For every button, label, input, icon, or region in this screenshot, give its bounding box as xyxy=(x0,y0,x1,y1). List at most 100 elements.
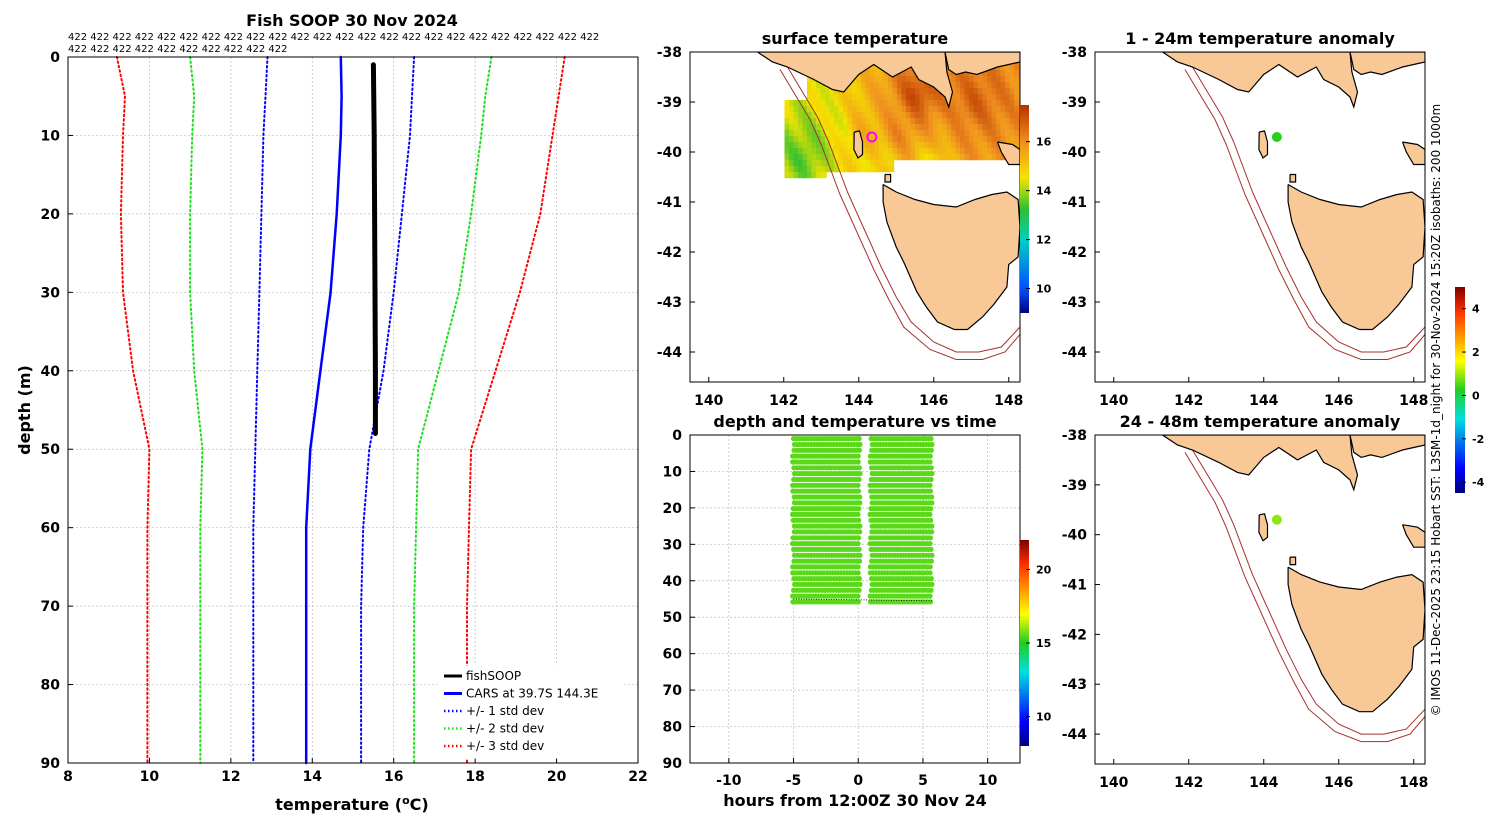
sst-cell xyxy=(798,118,805,125)
sst-cell xyxy=(811,136,818,143)
sst-cell xyxy=(784,160,791,167)
sst-cell xyxy=(793,118,800,125)
time-data-point xyxy=(928,517,934,523)
time-data-point xyxy=(929,552,935,558)
sst-cell xyxy=(865,160,872,167)
sst-cell xyxy=(843,160,850,167)
sst-cell xyxy=(991,106,998,113)
anomaly-24-48-y-ticks: -38 -39 -40 -41 -42 -43 -44 xyxy=(1062,428,1100,743)
sst-cell xyxy=(991,94,998,101)
time-x-tick-label: -5 xyxy=(786,773,802,789)
sst-cell xyxy=(919,106,926,113)
sst-cell xyxy=(843,100,850,107)
sst-cell xyxy=(883,106,890,113)
sst-cell xyxy=(969,130,976,137)
time-y-tick-label: 50 xyxy=(663,610,683,626)
sst-cell xyxy=(784,118,791,125)
sst-cell xyxy=(978,112,985,119)
sst-cell xyxy=(906,112,913,119)
sst-cell xyxy=(964,136,971,143)
sst-cell xyxy=(924,82,931,89)
sst-cell xyxy=(987,148,994,155)
map-x-tick-label: 148 xyxy=(1399,775,1428,791)
sst-cell xyxy=(933,130,940,137)
sst-cell xyxy=(1014,106,1020,113)
time-data-point xyxy=(928,546,934,553)
sst-cell xyxy=(816,148,823,155)
sst-cell xyxy=(915,136,922,143)
sst-cell xyxy=(870,106,877,113)
sst-cell xyxy=(906,124,913,131)
sst-cell xyxy=(978,154,985,161)
sst-cell xyxy=(969,112,976,119)
sst-cell xyxy=(816,154,823,161)
sst-cell xyxy=(856,160,863,167)
sst-cell xyxy=(883,88,890,95)
sst-cell xyxy=(1009,100,1016,107)
time-data-point xyxy=(856,587,862,593)
colorbar-tick-label: 12 xyxy=(1036,234,1051,247)
profile-x-tick-label: 12 xyxy=(221,769,240,785)
sst-cell xyxy=(838,94,845,101)
sst-cell xyxy=(825,136,832,143)
sst-cell xyxy=(960,106,967,113)
sst-cell xyxy=(1000,124,1007,131)
sst-cell xyxy=(807,160,814,167)
sst-cell xyxy=(1018,82,1020,89)
map-x-tick-label: 144 xyxy=(1249,775,1278,791)
sst-cell xyxy=(982,154,989,161)
sst-cell xyxy=(852,112,859,119)
sst-cell xyxy=(789,118,796,125)
sst-cell xyxy=(847,154,854,161)
sst-cell xyxy=(852,118,859,125)
sst-cell xyxy=(861,124,868,131)
sst-cell xyxy=(915,112,922,119)
sst-cell xyxy=(946,136,953,143)
sst-cell xyxy=(906,100,913,107)
sst-cell xyxy=(820,154,827,161)
sst-cell xyxy=(852,100,859,107)
time-y-tick-label: 40 xyxy=(663,574,683,590)
sst-cell xyxy=(978,142,985,149)
sst-cell xyxy=(924,148,931,155)
profile-y-tick-label: 10 xyxy=(41,128,61,144)
sst-cell xyxy=(811,100,818,107)
map-x-tick-label: 140 xyxy=(1099,775,1128,791)
sst-cell xyxy=(843,154,850,161)
sst-cell xyxy=(915,148,922,155)
sst-cell xyxy=(951,76,958,83)
sst-cell xyxy=(861,100,868,107)
sst-cell xyxy=(847,112,854,119)
sst-cell xyxy=(1005,100,1012,107)
sst-cell xyxy=(807,82,814,89)
sst-cell xyxy=(852,106,859,113)
sst-cell xyxy=(820,136,827,143)
sst-cell xyxy=(838,166,845,173)
sst-cell xyxy=(906,94,913,101)
sst-cell xyxy=(865,142,872,149)
sst-cell xyxy=(807,118,814,125)
land-king-island xyxy=(1258,513,1269,542)
sst-cell xyxy=(816,94,823,101)
anomaly-colorbar xyxy=(1455,287,1465,493)
sst-cell xyxy=(910,154,917,161)
sst-cell xyxy=(802,100,809,107)
sst-cell xyxy=(892,100,899,107)
sst-cell xyxy=(1018,136,1020,143)
sst-colorbar-ticks: 10 12 14 16 xyxy=(1026,136,1052,296)
profile-series-line xyxy=(370,62,378,436)
sst-cell xyxy=(969,88,976,95)
sst-cell xyxy=(937,154,944,161)
time-y-ticks: 0 10 20 30 40 50 60 70 80 90 xyxy=(663,428,695,772)
time-x-tick-label: 5 xyxy=(918,773,928,789)
sst-cell xyxy=(829,106,836,113)
time-data-point xyxy=(856,546,862,553)
sst-cell xyxy=(919,82,926,89)
time-data-point xyxy=(856,447,863,453)
sst-cell xyxy=(969,106,976,113)
sst-cell xyxy=(834,154,841,161)
sst-cell xyxy=(1009,70,1016,77)
legend-label: +/- 2 std dev xyxy=(466,722,544,736)
sst-cell xyxy=(897,118,904,125)
sst-cell xyxy=(978,148,985,155)
